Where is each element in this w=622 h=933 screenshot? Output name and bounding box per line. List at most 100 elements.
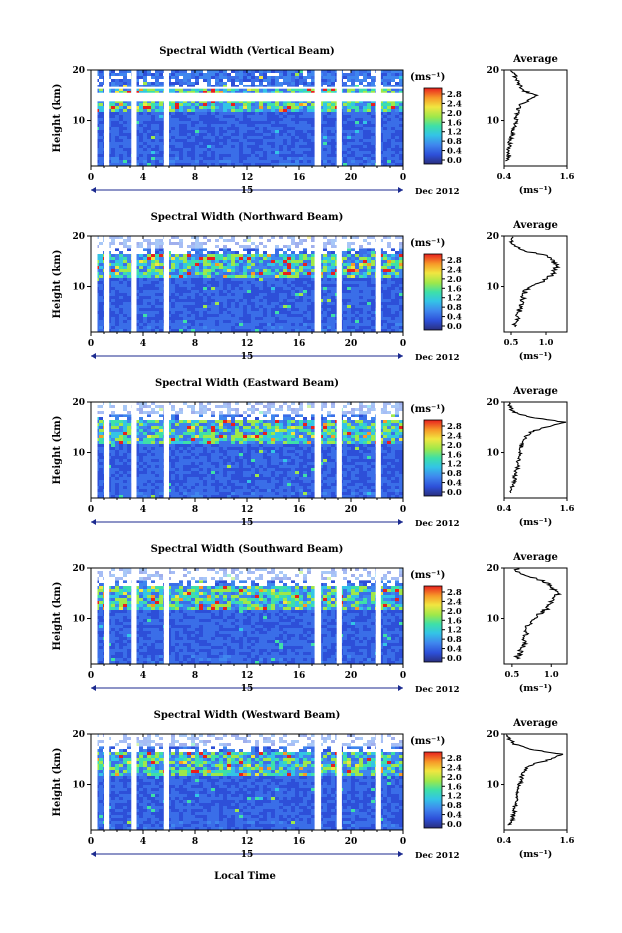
heatmap-cell — [139, 311, 143, 314]
heatmap-cell — [119, 299, 123, 302]
heatmap-cell — [227, 275, 231, 278]
heatmap-cell — [191, 281, 195, 284]
heatmap-cell — [235, 254, 239, 257]
heatmap-cell — [383, 266, 387, 269]
heatmap-cell — [171, 115, 175, 118]
heatmap-cell — [143, 275, 147, 278]
heatmap-cell — [195, 154, 199, 157]
heatmap-cell — [255, 320, 259, 323]
heatmap-cell — [99, 293, 103, 296]
heatmap-cell — [159, 326, 163, 329]
heatmap-cell — [211, 326, 215, 329]
heatmap-cell — [367, 326, 371, 329]
heatmap-cell — [347, 115, 351, 118]
heatmap-cell — [235, 103, 239, 106]
heatmap-cell — [183, 260, 187, 263]
heatmap-cell — [351, 145, 355, 148]
heatmap-cell — [275, 82, 279, 85]
heatmap-cell — [203, 151, 207, 154]
heatmap-cell — [155, 302, 159, 305]
heatmap-cell — [231, 136, 235, 139]
heatmap-cell — [271, 148, 275, 151]
heatmap-cell — [267, 160, 271, 163]
heatmap-cell — [147, 260, 151, 263]
heatmap-cell — [227, 323, 231, 326]
heatmap-cell — [323, 290, 327, 293]
heatmap-cell — [347, 263, 351, 266]
heatmap-cell — [351, 103, 355, 106]
heatmap-cell — [363, 145, 367, 148]
heatmap-cell — [355, 118, 359, 121]
heatmap-cell — [387, 103, 391, 106]
heatmap-cell — [359, 254, 363, 257]
heatmap-cell — [175, 293, 179, 296]
heatmap-cell — [143, 317, 147, 320]
heatmap-cell — [383, 121, 387, 124]
heatmap-cell — [155, 133, 159, 136]
heatmap-cell — [243, 145, 247, 148]
heatmap-cell — [323, 314, 327, 317]
heatmap-cell — [279, 130, 283, 133]
heatmap-cell — [143, 320, 147, 323]
heatmap-cell — [351, 281, 355, 284]
heatmap-cell — [251, 109, 255, 112]
heatmap-cell — [371, 287, 375, 290]
heatmap-cell — [311, 317, 315, 320]
heatmap-cell — [299, 73, 303, 76]
heatmap-cell — [291, 82, 295, 85]
heatmap-cell — [155, 266, 159, 269]
heatmap-cell — [275, 112, 279, 115]
heatmap-cell — [303, 266, 307, 269]
heatmap-cell — [303, 118, 307, 121]
heatmap-cell — [203, 136, 207, 139]
heatmap-cell — [303, 317, 307, 320]
heatmap-cell — [347, 272, 351, 275]
heatmap-cell — [343, 112, 347, 115]
heatmap-cell — [231, 127, 235, 130]
heatmap-cell — [331, 251, 335, 254]
heatmap-cell — [255, 124, 259, 127]
heatmap-cell — [247, 314, 251, 317]
heatmap-cell — [399, 139, 403, 142]
heatmap-cell — [283, 296, 287, 299]
heatmap-cell — [159, 287, 163, 290]
heatmap-cell — [299, 157, 303, 160]
heatmap-cell — [259, 278, 263, 281]
heatmap-cell — [383, 323, 387, 326]
heatmap-cell — [371, 251, 375, 254]
heatmap-cell — [155, 82, 159, 85]
heatmap-cell — [351, 317, 355, 320]
heatmap-cell — [199, 320, 203, 323]
heatmap-cell — [303, 76, 307, 79]
heatmap-cell — [123, 127, 127, 130]
heatmap-cell — [395, 275, 399, 278]
heatmap-cell — [119, 136, 123, 139]
heatmap-cell — [307, 290, 311, 293]
heatmap-cell — [123, 139, 127, 142]
heatmap-cell — [159, 272, 163, 275]
heatmap-cell — [355, 139, 359, 142]
heatmap-cell — [371, 281, 375, 284]
heatmap-cell — [247, 284, 251, 287]
heatmap-cell — [207, 115, 211, 118]
heatmap-cell — [355, 299, 359, 302]
heatmap-cell — [191, 254, 195, 257]
heatmap-cell — [347, 151, 351, 154]
heatmap-cell — [351, 278, 355, 281]
heatmap-cell — [303, 79, 307, 82]
heatmap-cell — [283, 287, 287, 290]
heatmap-cell — [267, 308, 271, 311]
heatmap-cell — [371, 103, 375, 106]
heatmap-cell — [387, 124, 391, 127]
heatmap-cell — [323, 281, 327, 284]
heatmap-cell — [283, 266, 287, 269]
heatmap-cell — [187, 287, 191, 290]
heatmap-cell — [399, 157, 403, 160]
heatmap-cell — [235, 272, 239, 275]
heatmap-cell — [351, 130, 355, 133]
heatmap-cell — [155, 305, 159, 308]
heatmap-cell — [395, 145, 399, 148]
heatmap-cell — [227, 76, 231, 79]
heatmap-cell — [211, 151, 215, 154]
heatmap-cell — [355, 106, 359, 109]
